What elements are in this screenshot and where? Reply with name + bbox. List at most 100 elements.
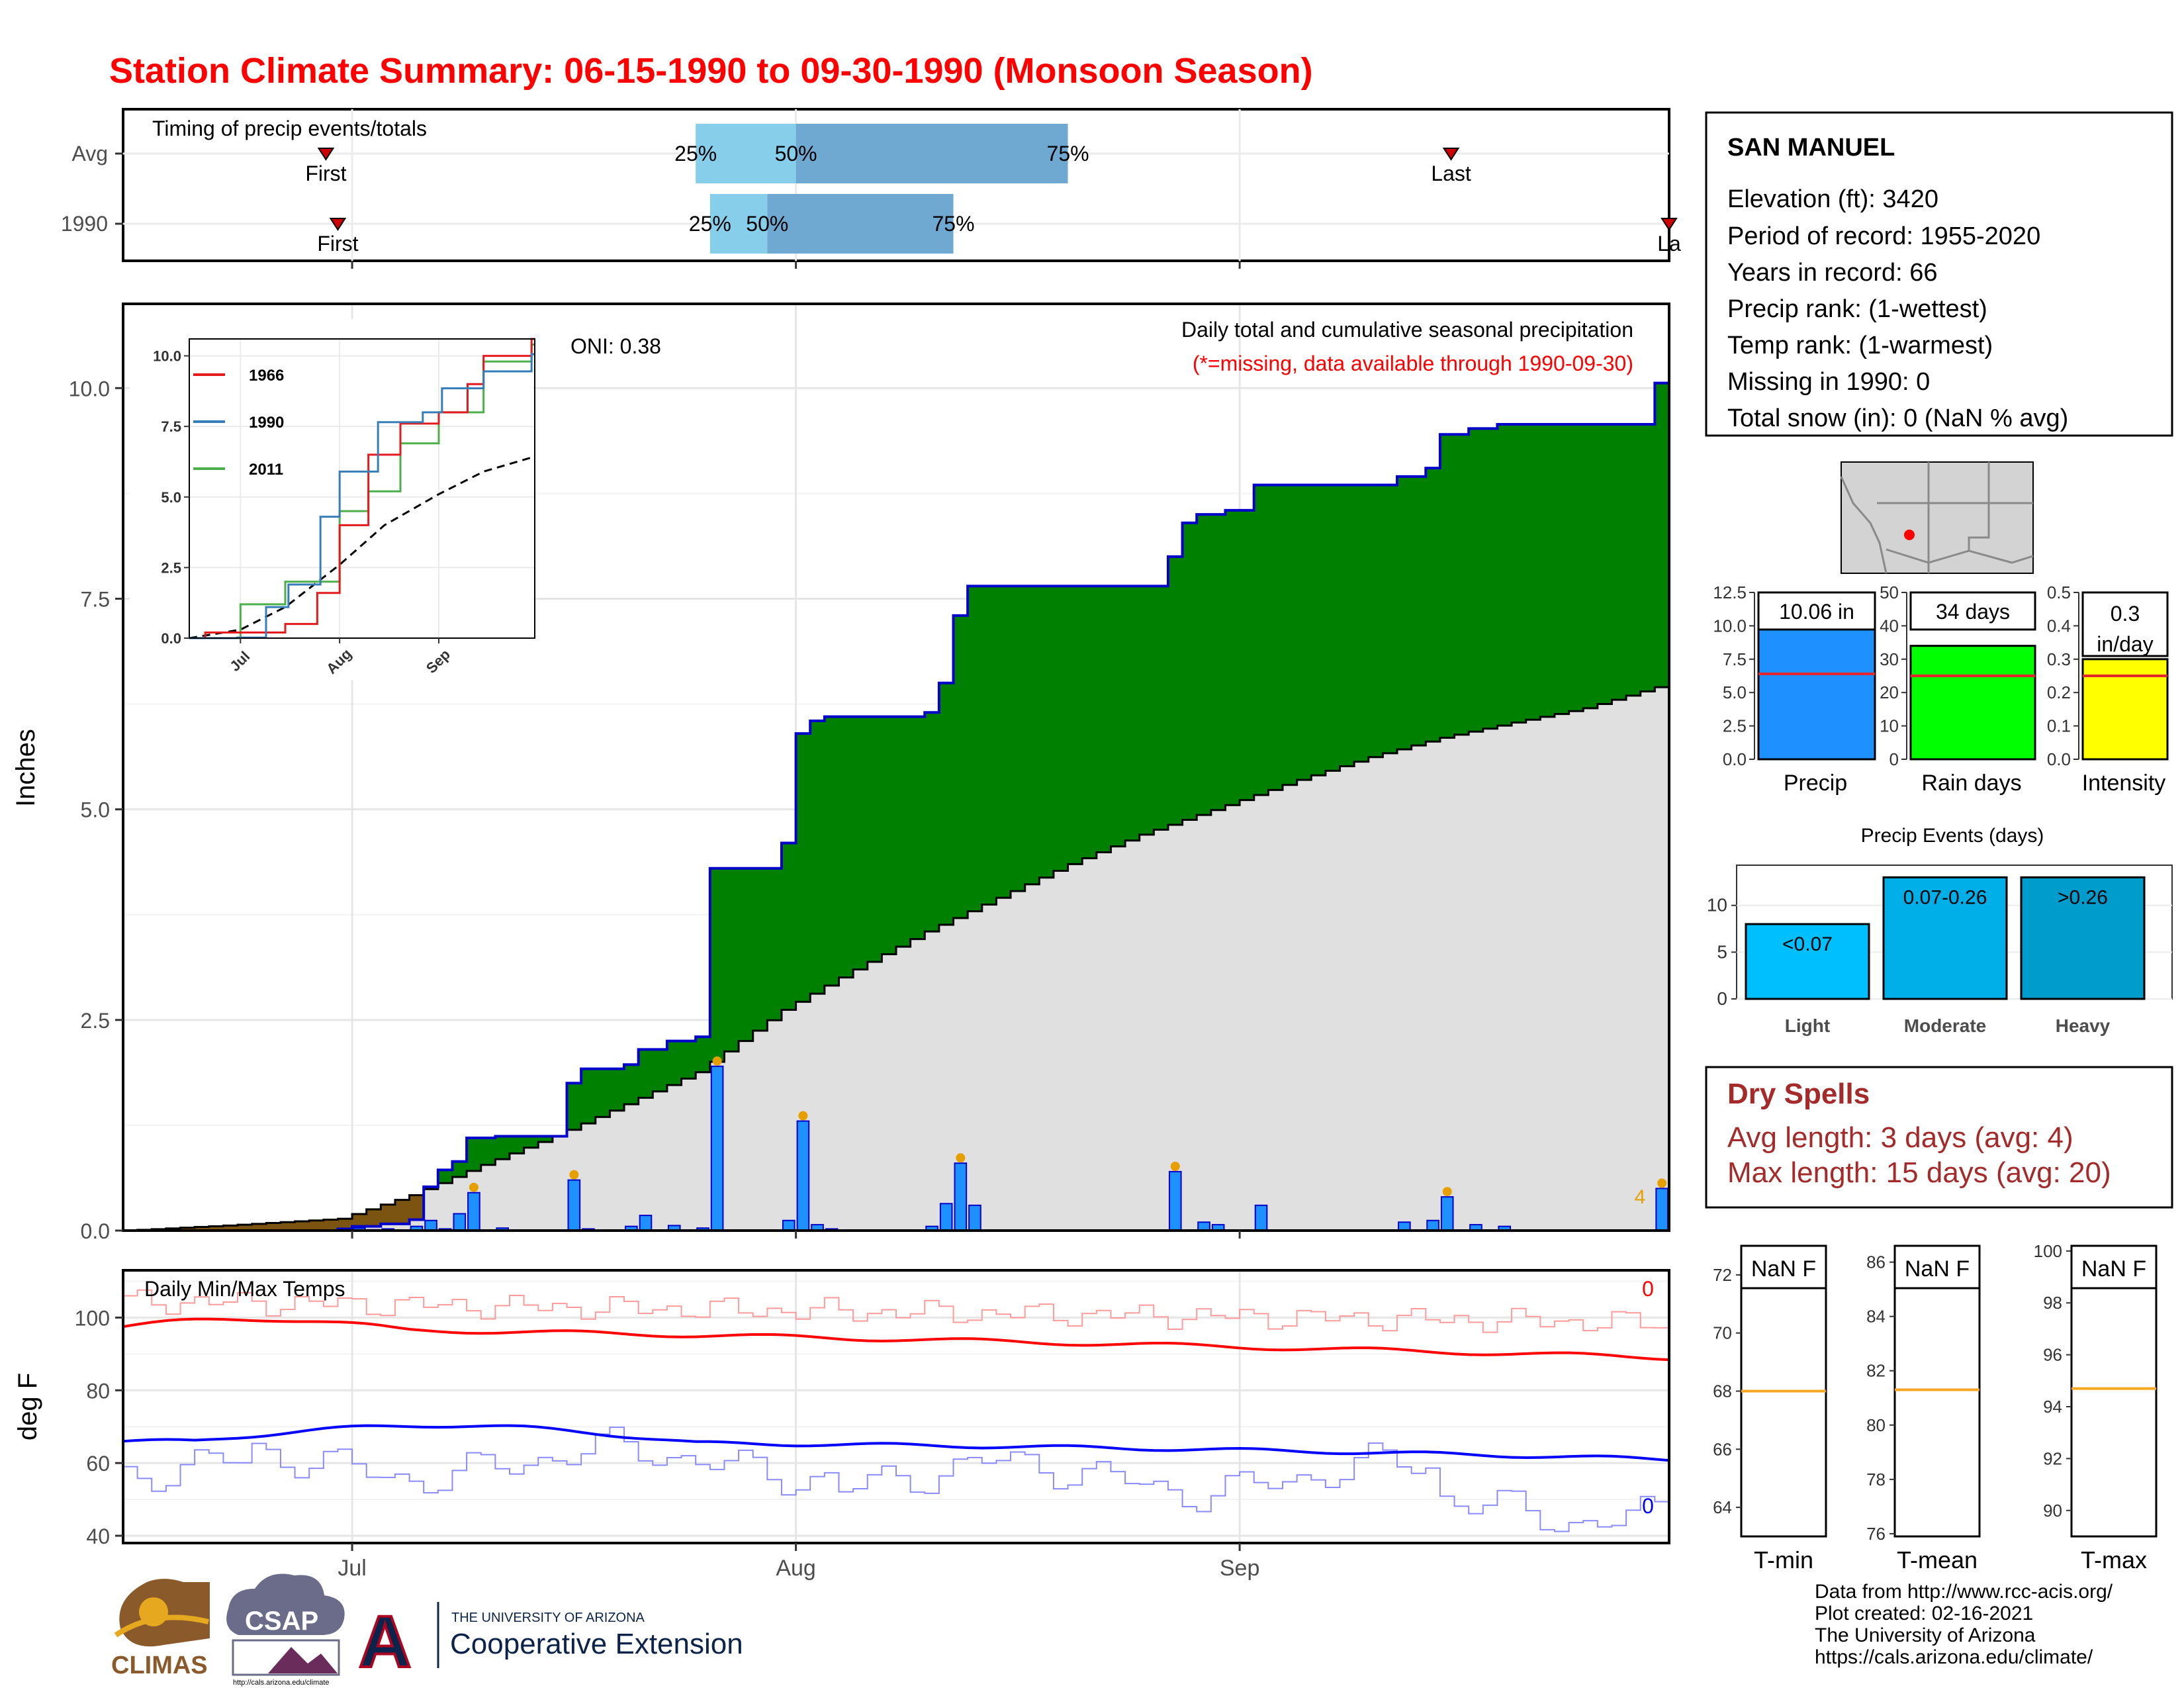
above-avg-segment — [1482, 428, 1498, 729]
above-avg-segment — [666, 1041, 682, 1086]
above-avg-segment — [1011, 586, 1026, 892]
above-avg-segment — [1525, 424, 1541, 720]
daily-precip-bar — [1168, 1170, 1182, 1231]
above-avg-segment — [824, 716, 840, 986]
gauge-bar — [1757, 624, 1876, 761]
gauge-bar — [1909, 645, 2036, 761]
temp-gauge-name: T-max — [2081, 1546, 2147, 1573]
temp-gauge-tick-label: 68 — [1713, 1382, 1732, 1401]
events-y-tick-label: 0 — [1717, 988, 1727, 1009]
above-avg-segment — [1053, 586, 1069, 871]
inset-y-tick-label: 2.5 — [161, 559, 181, 576]
climas-logo: CLIMAS — [111, 1579, 210, 1679]
timing-last-marker — [1442, 148, 1460, 161]
below-avg-segment — [366, 1209, 381, 1227]
gauge-name: Rain days — [1921, 771, 2021, 796]
gauge-tick-label: 0.1 — [2047, 716, 2071, 736]
precip-ylabel: Inches — [11, 729, 40, 807]
above-avg-segment — [1210, 514, 1226, 810]
above-avg-segment — [1225, 510, 1240, 806]
above-avg-segment — [1268, 485, 1283, 790]
ua-logo-letter: A — [359, 1601, 411, 1683]
gauge-tick-label: 0.4 — [2047, 616, 2071, 635]
above-avg-segment — [523, 1136, 539, 1148]
temp-gauge-tick-label: 70 — [1713, 1323, 1732, 1343]
gauge-tick-label: 5.0 — [1723, 682, 1747, 702]
gauge-tick-label: 40 — [1880, 616, 1899, 635]
above-avg-segment — [1167, 556, 1183, 825]
events-bar-label: 0.07-0.26 — [1903, 886, 1987, 908]
gauge-tick-label: 12.5 — [1713, 583, 1747, 602]
events-bar — [1882, 876, 2008, 1000]
above-avg-segment — [696, 1037, 711, 1072]
daily-precip-marker — [469, 1182, 478, 1192]
timing-row-label: 1990 — [61, 212, 108, 236]
above-avg-segment — [480, 1138, 496, 1165]
above-avg-segment — [437, 1170, 453, 1184]
above-avg-segment — [1469, 428, 1484, 732]
events-bar — [2020, 876, 2146, 1000]
below-avg-segment — [295, 1221, 310, 1231]
precip-annotation-missing: (*=missing, data available through 1990-… — [1193, 352, 1633, 375]
station-info-frame — [1705, 111, 2173, 437]
gauge-tick-label: 0.3 — [2047, 649, 2071, 669]
inset-plot-frame — [189, 338, 535, 639]
above-avg-segment — [581, 1068, 596, 1124]
above-avg-segment — [1039, 586, 1054, 878]
y-tick-label: 2.5 — [81, 1009, 110, 1033]
tmin-avg-line — [122, 1424, 1670, 1462]
temp-gauge-name: T-mean — [1897, 1546, 1978, 1573]
above-avg-segment — [1024, 586, 1040, 884]
timing-q25-label: 25% — [674, 142, 717, 165]
timing-q25-q50-bar — [709, 194, 768, 254]
gauge-value-label: 34 days — [1936, 600, 2010, 624]
above-avg-segment — [538, 1136, 553, 1143]
tmax-missing-count: 0 — [1642, 1277, 1654, 1301]
daily-precip-bar — [710, 1065, 724, 1232]
above-avg-segment — [452, 1161, 467, 1178]
temp-gauge-value-label: NaN F — [2081, 1256, 2146, 1282]
gauge-value-label: 0.3 — [2111, 602, 2140, 626]
gauge-tick-label: 0.5 — [2047, 583, 2071, 602]
below-avg-segment — [238, 1225, 253, 1231]
precip-axes: 0.0 2.5 5.0 7.5 10.0 — [69, 377, 1241, 1243]
above-avg-segment — [1383, 485, 1398, 753]
timing-q50-q75-bar — [767, 194, 954, 254]
y-tick-label: 10.0 — [69, 377, 110, 400]
daily-precip-bar — [424, 1219, 437, 1232]
tmin-daily-line — [123, 1427, 1669, 1532]
above-avg-segment — [1283, 485, 1298, 785]
timing-q25-label: 25% — [689, 212, 731, 236]
y-tick-label: 7.5 — [81, 587, 110, 611]
daily-precip-marker — [1657, 1178, 1667, 1188]
ua-logo-big: Cooperative Extension — [450, 1628, 743, 1660]
state-border-ca-nv — [1840, 476, 1888, 574]
temp-gauge-tick-label: 82 — [1866, 1361, 1886, 1381]
inset-legend: 1966 1990 2011 — [193, 367, 284, 479]
gauge-name: Precip — [1784, 771, 1847, 796]
gauge-tick-label: 20 — [1880, 682, 1899, 702]
events-category-label: Moderate — [1904, 1015, 1986, 1036]
temp-gauge-value-label: NaN F — [1751, 1256, 1816, 1282]
below-avg-segment — [280, 1222, 296, 1231]
state-border-nm-tx — [1968, 462, 1990, 551]
station-missing: Missing in 1990: 0 — [1727, 368, 1930, 396]
avg-cumulative-area — [123, 687, 1669, 1231]
footer-plot-created: Plot created: 02-16-2021 — [1815, 1603, 2034, 1624]
above-avg-segment — [567, 1083, 582, 1130]
daily-precip-bar — [968, 1204, 981, 1232]
gauge-tick-label: 0.0 — [1723, 749, 1747, 769]
daily-precip-bar — [467, 1192, 480, 1232]
precip-chart: 0.0 2.5 5.0 7.5 10.0 Inches Daily total and … — [11, 303, 1670, 1243]
below-avg-segment — [223, 1225, 238, 1231]
inset-panel-bg — [130, 319, 533, 680]
timing-q75-label: 75% — [1047, 142, 1089, 165]
timing-row-label: Avg — [71, 142, 108, 165]
above-avg-segment — [968, 586, 983, 912]
temp-gauge-tick-label: 76 — [1866, 1524, 1886, 1544]
timing-last-label: La — [1657, 232, 1681, 256]
above-avg-segment — [925, 712, 940, 932]
gauge-tick-label: 7.5 — [1723, 649, 1747, 669]
below-avg-segment — [323, 1219, 339, 1231]
inset-y-tick-label: 0.0 — [161, 630, 181, 647]
